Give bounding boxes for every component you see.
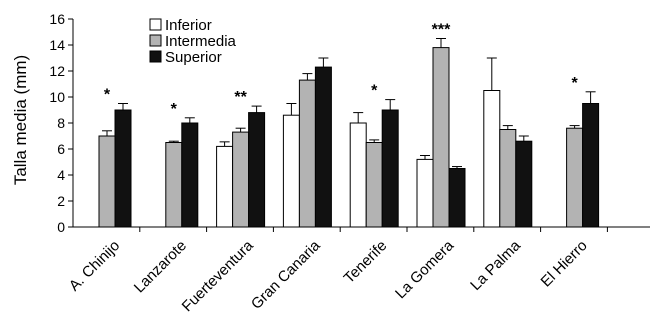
x-tick-label: Fuerteventura — [179, 237, 258, 316]
bar-intermedia — [98, 135, 116, 228]
significance-label: * — [171, 101, 178, 118]
y-tick-label: 4 — [57, 167, 65, 183]
y-tick-label: 8 — [57, 115, 65, 131]
bar-superior — [181, 122, 199, 228]
bar-intermedia — [365, 142, 383, 228]
x-tick-label: La Gomera — [392, 237, 458, 303]
bar-inferior — [483, 90, 501, 228]
bar-inferior — [349, 122, 367, 228]
x-tick-label: Gran Canaria — [248, 237, 324, 313]
legend-swatch-inferior — [149, 18, 162, 31]
x-tick-label: El Hierro — [537, 237, 590, 290]
bar-intermedia — [566, 127, 584, 228]
bar-inferior — [416, 158, 434, 228]
legend-swatch-intermedia — [149, 34, 162, 47]
significance-label: * — [371, 83, 378, 100]
x-tick-label: Lanzarote — [131, 237, 190, 296]
annotations: **** ***** — [104, 22, 579, 118]
y-axis-label: Talla media (mm) — [11, 55, 30, 185]
bar-inferior — [216, 145, 234, 228]
y-tick-label: 10 — [49, 89, 65, 105]
bar-superior — [314, 66, 332, 228]
significance-label: *** — [432, 22, 451, 39]
legend-label: Intermedia — [165, 33, 237, 50]
bar-superior — [114, 109, 132, 228]
y-tick-label: 2 — [57, 193, 65, 209]
legend-swatch-superior — [149, 50, 162, 63]
significance-label: * — [571, 75, 578, 92]
bar-intermedia — [432, 47, 450, 228]
bar-intermedia — [165, 142, 183, 228]
y-tick-label: 6 — [57, 141, 65, 157]
bar-superior — [381, 109, 399, 228]
bar-superior — [515, 140, 533, 228]
y-tick-label: 14 — [49, 37, 65, 53]
bar-intermedia — [232, 131, 250, 228]
y-tick-label: 16 — [49, 11, 65, 27]
y-tick-label: 12 — [49, 63, 65, 79]
legend-label: Superior — [165, 49, 222, 66]
bar-superior — [582, 103, 600, 228]
legend-label: Inferior — [165, 17, 212, 34]
significance-label: * — [104, 87, 111, 104]
bar-superior — [448, 168, 466, 228]
bars — [98, 38, 600, 228]
significance-label: ** — [234, 89, 247, 106]
bar-inferior — [282, 114, 300, 228]
bar-superior — [248, 112, 266, 228]
x-tick-label: A. Chinijo — [66, 237, 123, 294]
bar-intermedia — [499, 129, 517, 228]
y-tick-label: 0 — [57, 219, 65, 235]
bar-intermedia — [298, 79, 316, 228]
x-tick-label: La Palma — [467, 237, 524, 294]
x-tick-label: Tenerife — [341, 237, 391, 287]
